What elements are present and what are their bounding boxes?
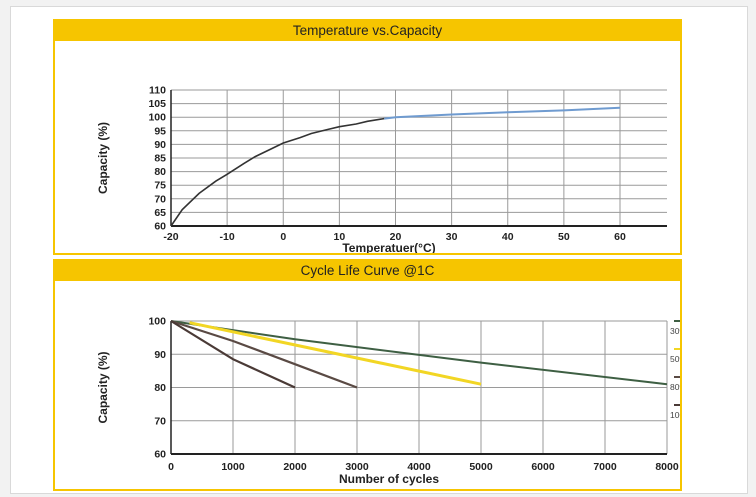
x-tick-label: -20 bbox=[163, 231, 178, 243]
temperature-chart-panel: Temperature vs.Capacity 60 65 70 75 80 85 90 95… bbox=[53, 19, 682, 255]
y-tick-label: 75 bbox=[154, 180, 166, 192]
x-tick-label: 60 bbox=[614, 231, 626, 243]
x-tick-label: 40 bbox=[502, 231, 514, 243]
y-tick-label: 100 bbox=[148, 112, 166, 124]
x-tick-label: 8000 bbox=[655, 461, 679, 473]
y-tick-label: 100 bbox=[148, 316, 166, 328]
x-axis-label: Number of cycles bbox=[339, 472, 439, 486]
y-tick-label: 110 bbox=[149, 85, 166, 97]
y-tick-label: 65 bbox=[154, 207, 166, 219]
legend-label: 50% DOD bbox=[670, 354, 680, 364]
y-tick-label: 80 bbox=[154, 382, 166, 394]
y-tick-label: 70 bbox=[154, 415, 166, 427]
figure-frame: Temperature vs.Capacity 60 65 70 75 80 85 90 95… bbox=[10, 6, 748, 494]
x-tick-label: 0 bbox=[280, 231, 286, 243]
legend-label: 80% DOD bbox=[670, 382, 680, 392]
x-tick-label: 30 bbox=[446, 231, 458, 243]
x-tick-label: 5000 bbox=[469, 461, 493, 473]
x-tick-label: 1000 bbox=[221, 461, 245, 473]
x-tick-label: 6000 bbox=[531, 461, 555, 473]
y-tick-label: 60 bbox=[154, 221, 166, 233]
temperature-chart-title: Temperature vs.Capacity bbox=[55, 21, 680, 41]
y-tick-label: 60 bbox=[154, 449, 166, 461]
x-axis-label: Temperatuer(°C) bbox=[342, 241, 435, 253]
legend-label: 100% DOD bbox=[670, 410, 680, 420]
y-tick-label: 90 bbox=[154, 349, 166, 361]
y-tick-label: 90 bbox=[154, 139, 166, 151]
legend-label: 30% DOD bbox=[670, 326, 680, 336]
x-tick-label: 50 bbox=[558, 231, 570, 243]
series-line-0 bbox=[170, 117, 385, 227]
series-line-50-dod bbox=[189, 321, 482, 386]
x-tick-label: 7000 bbox=[593, 461, 617, 473]
series-line-30-dod bbox=[170, 320, 668, 386]
y-tick-label: 95 bbox=[154, 125, 166, 137]
series-line-1 bbox=[384, 106, 621, 120]
y-axis-label: Capacity (%) bbox=[96, 351, 110, 423]
series-line-100-dod bbox=[170, 320, 296, 389]
cycle-life-chart-title: Cycle Life Curve @1C bbox=[55, 261, 680, 281]
y-tick-label: 80 bbox=[154, 166, 166, 178]
y-tick-label: 85 bbox=[154, 153, 166, 165]
x-tick-label: 20 bbox=[390, 231, 402, 243]
x-tick-label: 10 bbox=[334, 231, 346, 243]
x-tick-label: 2000 bbox=[283, 461, 307, 473]
x-tick-label: 4000 bbox=[407, 461, 431, 473]
y-tick-label: 70 bbox=[154, 193, 166, 205]
cycle-life-chart-panel: Cycle Life Curve @1C 60 70 80 90 100 0 1000 200… bbox=[53, 259, 682, 491]
series-line-80-dod bbox=[170, 319, 358, 389]
y-tick-label: 105 bbox=[148, 98, 166, 110]
x-tick-label: 3000 bbox=[345, 461, 369, 473]
x-tick-label: -10 bbox=[220, 231, 235, 243]
y-axis-label: Capacity (%) bbox=[96, 122, 110, 194]
x-tick-label: 0 bbox=[168, 461, 174, 473]
